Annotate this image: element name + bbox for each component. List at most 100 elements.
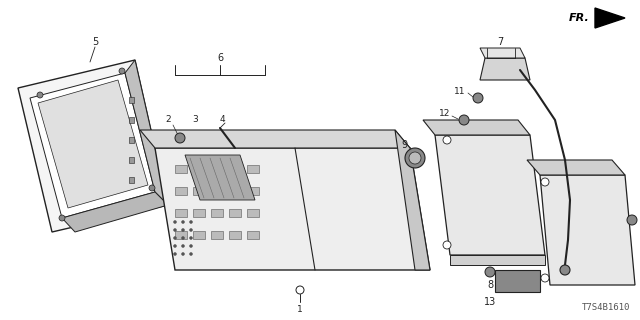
Text: T7S4B1610: T7S4B1610: [582, 303, 630, 312]
Circle shape: [59, 215, 65, 221]
Ellipse shape: [372, 169, 388, 178]
Polygon shape: [140, 130, 410, 148]
Ellipse shape: [550, 195, 578, 215]
Text: 8: 8: [487, 280, 493, 290]
Circle shape: [189, 220, 193, 223]
Polygon shape: [450, 255, 545, 265]
Polygon shape: [211, 187, 223, 195]
Polygon shape: [495, 270, 540, 292]
Ellipse shape: [333, 198, 357, 212]
Text: 7: 7: [497, 37, 503, 47]
Polygon shape: [247, 231, 259, 239]
Polygon shape: [229, 165, 241, 173]
Text: 6: 6: [217, 53, 223, 63]
Ellipse shape: [550, 235, 578, 255]
Ellipse shape: [448, 190, 476, 210]
Ellipse shape: [333, 166, 357, 180]
Ellipse shape: [337, 169, 353, 178]
Polygon shape: [540, 175, 635, 285]
Polygon shape: [129, 117, 134, 123]
Text: 1: 1: [297, 306, 303, 315]
Circle shape: [443, 136, 451, 144]
Circle shape: [182, 244, 184, 247]
Circle shape: [541, 178, 549, 186]
Polygon shape: [129, 97, 134, 103]
Circle shape: [173, 228, 177, 231]
Circle shape: [37, 92, 43, 98]
Polygon shape: [211, 165, 223, 173]
Ellipse shape: [372, 201, 388, 210]
Polygon shape: [175, 231, 187, 239]
Text: 13: 13: [484, 297, 496, 307]
Ellipse shape: [357, 240, 383, 256]
Ellipse shape: [448, 152, 476, 172]
Circle shape: [119, 68, 125, 74]
Ellipse shape: [586, 235, 614, 255]
Polygon shape: [480, 58, 530, 80]
Circle shape: [149, 185, 155, 191]
Circle shape: [175, 133, 185, 143]
Ellipse shape: [337, 233, 353, 242]
Polygon shape: [247, 165, 259, 173]
Polygon shape: [193, 165, 205, 173]
Polygon shape: [185, 155, 255, 200]
Text: 2: 2: [165, 116, 171, 124]
Polygon shape: [175, 165, 187, 173]
Polygon shape: [62, 192, 168, 232]
Ellipse shape: [372, 233, 388, 242]
Ellipse shape: [490, 194, 510, 206]
Circle shape: [182, 252, 184, 255]
Circle shape: [189, 236, 193, 239]
Text: 3: 3: [192, 116, 198, 124]
Circle shape: [182, 220, 184, 223]
Circle shape: [541, 274, 549, 282]
Polygon shape: [229, 209, 241, 217]
Ellipse shape: [586, 195, 614, 215]
Ellipse shape: [486, 152, 514, 172]
Circle shape: [405, 148, 425, 168]
Circle shape: [627, 215, 637, 225]
Text: 4: 4: [219, 116, 225, 124]
Circle shape: [182, 228, 184, 231]
Polygon shape: [595, 8, 625, 28]
Polygon shape: [190, 135, 210, 143]
Ellipse shape: [590, 198, 610, 212]
Polygon shape: [211, 209, 223, 217]
Polygon shape: [423, 120, 530, 135]
Polygon shape: [247, 209, 259, 217]
Circle shape: [189, 252, 193, 255]
Ellipse shape: [337, 201, 353, 210]
Circle shape: [173, 220, 177, 223]
Circle shape: [173, 236, 177, 239]
Ellipse shape: [486, 190, 514, 210]
Polygon shape: [193, 231, 205, 239]
Polygon shape: [211, 231, 223, 239]
Text: 12: 12: [438, 109, 450, 118]
Ellipse shape: [368, 230, 392, 244]
Circle shape: [296, 286, 304, 294]
Circle shape: [189, 228, 193, 231]
Polygon shape: [18, 60, 168, 232]
Polygon shape: [125, 60, 168, 205]
Ellipse shape: [490, 156, 510, 169]
Circle shape: [173, 252, 177, 255]
Circle shape: [173, 244, 177, 247]
Text: 9: 9: [401, 140, 407, 150]
Polygon shape: [175, 209, 187, 217]
Circle shape: [473, 93, 483, 103]
Ellipse shape: [590, 238, 610, 252]
Circle shape: [459, 115, 469, 125]
Ellipse shape: [190, 132, 210, 138]
Text: 5: 5: [92, 37, 98, 47]
Polygon shape: [480, 48, 525, 58]
Polygon shape: [247, 187, 259, 195]
Ellipse shape: [554, 198, 574, 212]
Ellipse shape: [361, 243, 379, 253]
Text: FR.: FR.: [569, 13, 590, 23]
Ellipse shape: [368, 198, 392, 212]
Polygon shape: [155, 148, 430, 270]
Circle shape: [409, 152, 421, 164]
Polygon shape: [229, 187, 241, 195]
Polygon shape: [193, 187, 205, 195]
Ellipse shape: [321, 243, 339, 253]
